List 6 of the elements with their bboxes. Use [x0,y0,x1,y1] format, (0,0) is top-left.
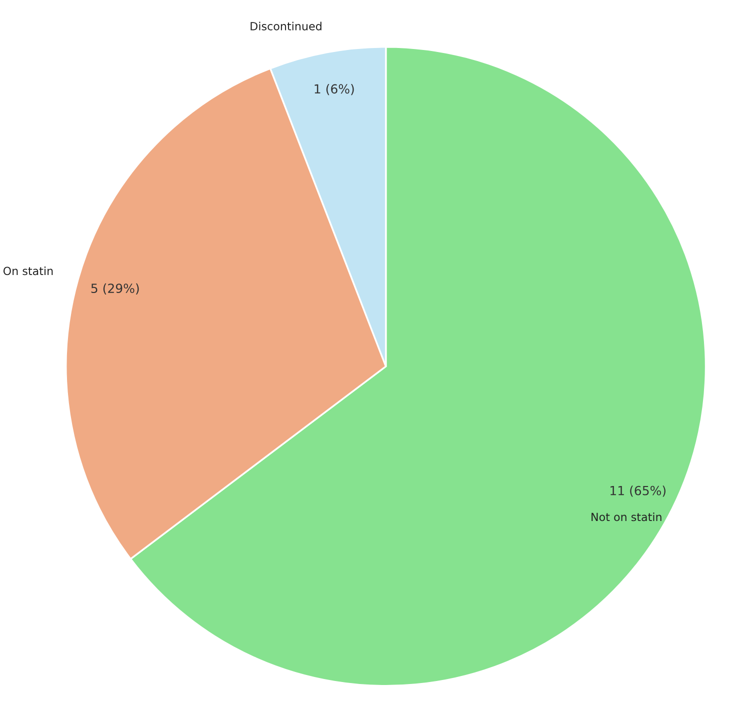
data-label: 5 (29%) [91,283,139,295]
slice-label: Not on statin [592,512,662,522]
slice-label: On statin [3,266,53,276]
slice-label: Discontinued [250,22,322,30]
data-label: 1 (6%) [314,84,354,96]
data-label: 11 (65%) [610,486,666,497]
